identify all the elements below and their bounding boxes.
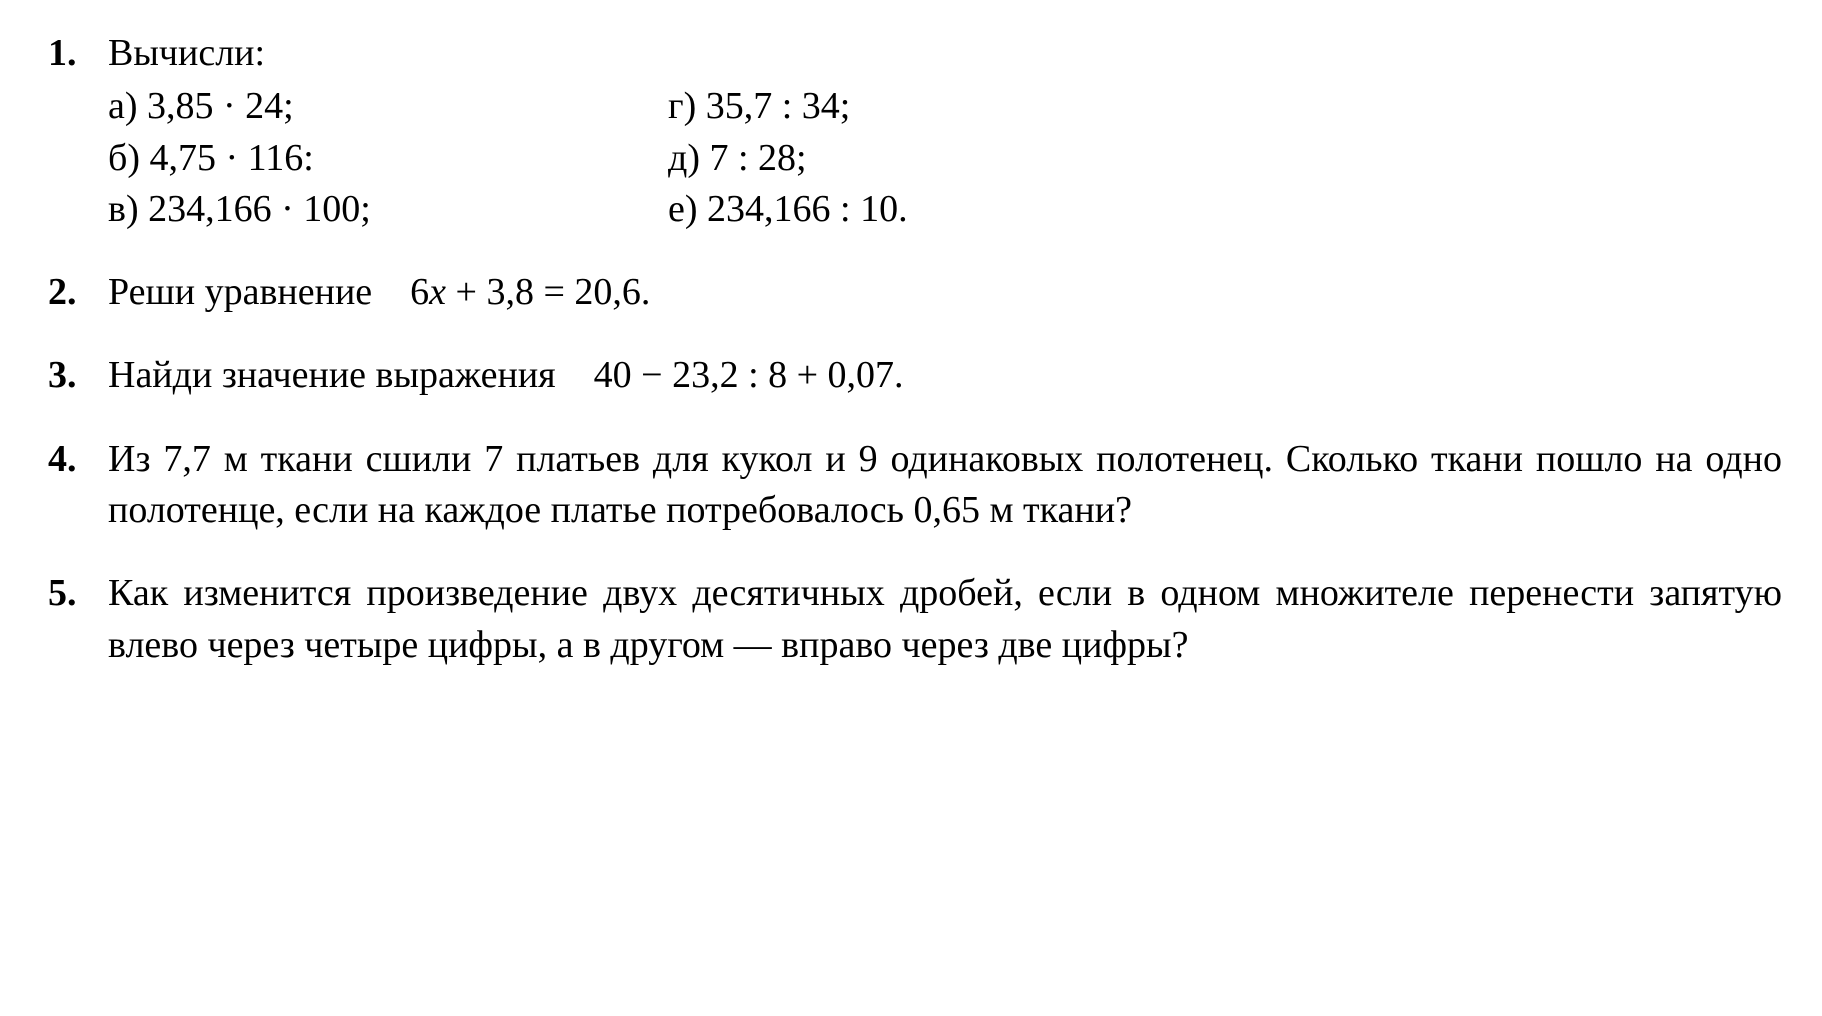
column-right: г) 35,7 : 34; д) 7 : 28; е) 234,166 : 10… — [668, 81, 1782, 235]
problem-number: 1. — [48, 28, 108, 79]
problem-title: Вычисли: — [108, 28, 1782, 79]
problem-body: Из 7,7 м ткани сшили 7 платьев для кукол… — [108, 434, 1782, 537]
problem-number: 4. — [48, 434, 108, 485]
expression: 40 − 23,2 : 8 + 0,07. — [594, 354, 904, 396]
problem-1: 1. Вычисли: а) 3,85 · 24; б) 4,75 · 116:… — [48, 28, 1782, 235]
problem-number: 3. — [48, 350, 108, 401]
item-a: а) 3,85 · 24; — [108, 81, 668, 132]
problem-body: Вычисли: а) 3,85 · 24; б) 4,75 · 116: в)… — [108, 28, 1782, 235]
problem-4: 4. Из 7,7 м ткани сшили 7 платьев для ку… — [48, 434, 1782, 537]
problem-body: Найди значение выражения 40 − 23,2 : 8 +… — [108, 350, 1782, 401]
item-e: е) 234,166 : 10. — [668, 184, 1782, 235]
column-left: а) 3,85 · 24; б) 4,75 · 116: в) 234,166 … — [108, 81, 668, 235]
problem-text: Найди значение выражения — [108, 354, 594, 396]
problem-columns: а) 3,85 · 24; б) 4,75 · 116: в) 234,166 … — [108, 81, 1782, 235]
problem-2: 2. Реши уравнение 6x + 3,8 = 20,6. — [48, 267, 1782, 318]
item-b: б) 4,75 · 116: — [108, 133, 668, 184]
equation-rhs: + 3,8 = 20,6. — [446, 271, 650, 313]
problem-body: Реши уравнение 6x + 3,8 = 20,6. — [108, 267, 1782, 318]
equation-var: x — [429, 271, 446, 313]
problem-5: 5. Как изменится произведение двух десят… — [48, 568, 1782, 671]
item-d: д) 7 : 28; — [668, 133, 1782, 184]
problem-body: Как изменится произведение двух десятичн… — [108, 568, 1782, 671]
problem-text: Реши уравнение — [108, 271, 410, 313]
item-v: в) 234,166 · 100; — [108, 184, 668, 235]
problem-3: 3. Найди значение выражения 40 − 23,2 : … — [48, 350, 1782, 401]
problem-number: 2. — [48, 267, 108, 318]
equation-lhs: 6 — [410, 271, 429, 313]
problem-number: 5. — [48, 568, 108, 619]
item-g: г) 35,7 : 34; — [668, 81, 1782, 132]
